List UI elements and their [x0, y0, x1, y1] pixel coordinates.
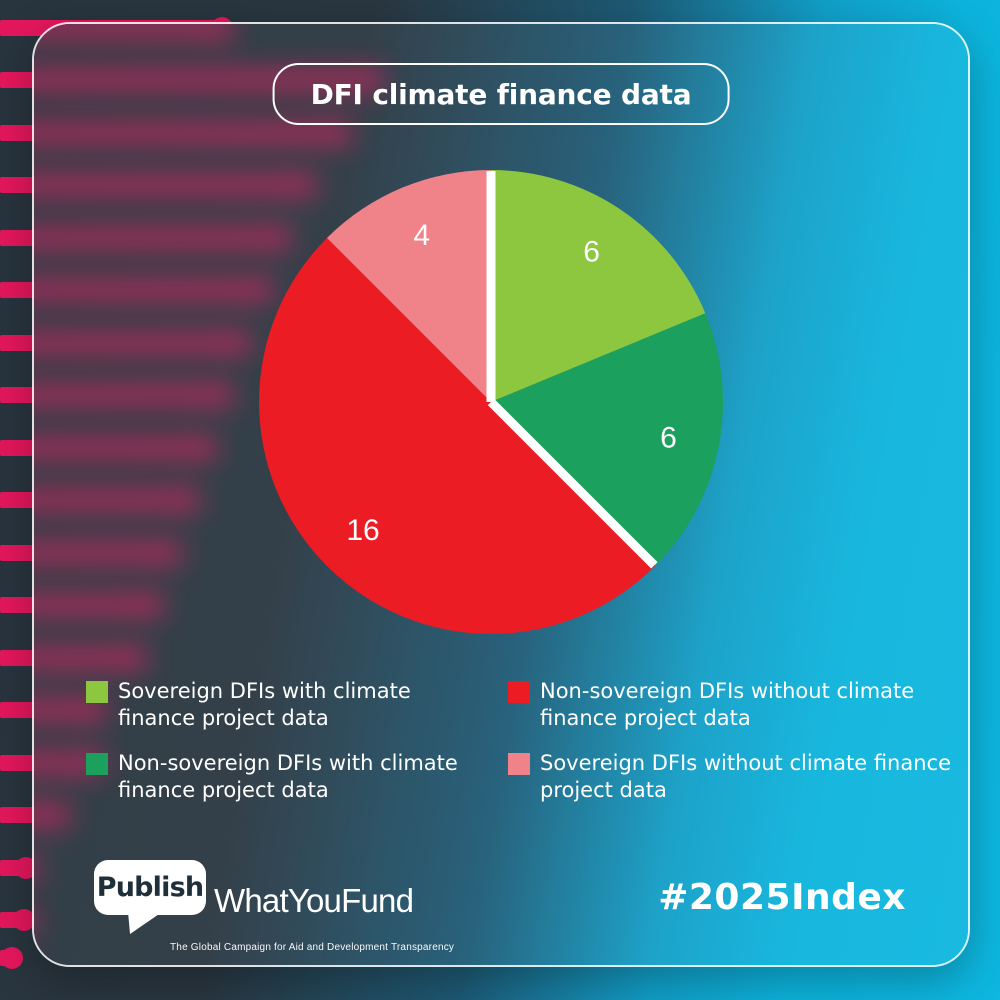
background-bar-dot [47, 804, 69, 826]
legend-item: Sovereign DFIs with climate finance proj… [86, 678, 508, 732]
background-bar [34, 650, 135, 666]
legend-swatch [86, 681, 108, 703]
background-bar [34, 282, 262, 298]
background-bar-dot [329, 122, 351, 144]
background-bar [34, 702, 95, 718]
logo-speech-bubble-tail [128, 912, 162, 934]
legend-label: Sovereign DFIs with climate finance proj… [118, 679, 411, 730]
page-title: DFI climate finance data [310, 77, 692, 111]
logo-tagline: The Global Campaign for Aid and Developm… [170, 942, 455, 953]
logo-name-text: WhatYouFund [214, 882, 414, 919]
background-bar-dot [211, 384, 233, 406]
glass-card: DFI climate finance data 6 6 16 4 Sovereign… [32, 22, 970, 967]
pie-slice [491, 170, 706, 402]
background-bar [34, 335, 240, 351]
background-bar-dot [251, 279, 273, 301]
background-bar [34, 545, 170, 561]
hashtag-text: #2025Index [658, 877, 906, 918]
background-bar [34, 387, 222, 403]
background-bar-dot [34, 857, 37, 879]
background-bar [34, 755, 92, 771]
background-bar-dot [34, 909, 35, 931]
background-bar [34, 24, 222, 36]
pie-value-label: 16 [346, 514, 379, 547]
legend-label: Non-sovereign DFIs with climate finance … [118, 751, 458, 802]
background-bar-dot [194, 437, 216, 459]
pie-value-label: 6 [660, 421, 677, 454]
background-bar-dot [294, 174, 316, 196]
legend-swatch [508, 681, 530, 703]
pie-chart: 6 6 16 4 [256, 167, 726, 637]
publish-what-you-fund-logo: Publish WhatYouFund The Global Campaign … [92, 858, 455, 965]
background-bar-dot [124, 647, 146, 669]
background-bar [34, 597, 152, 613]
slice-separator-line [487, 398, 658, 569]
legend-item: Sovereign DFIs without climate finance p… [508, 750, 952, 804]
legend-label: Sovereign DFIs without climate finance p… [540, 751, 951, 802]
pie-value-label: 6 [583, 236, 600, 269]
background-bar [34, 177, 305, 193]
background-bar [34, 440, 205, 456]
chart-legend: Sovereign DFIs with climate finance proj… [86, 678, 952, 804]
logo-speech-bubble: Publish [94, 860, 206, 915]
background-bar-dot [159, 542, 181, 564]
card-blurred-bars [34, 24, 968, 965]
background-bar-dot [84, 699, 106, 721]
legend-item: Non-sovereign DFIs without climate finan… [508, 678, 952, 732]
pie-slice [326, 170, 491, 402]
background-bar-dot [1, 947, 23, 969]
logo-bubble-text: Publish [96, 872, 204, 903]
background-bar-dot [269, 227, 291, 249]
legend-swatch [86, 753, 108, 775]
background-bar-dot [361, 69, 383, 91]
pie-value-label: 4 [413, 219, 430, 252]
background-bar-dot [13, 909, 35, 931]
background-bar [34, 492, 188, 508]
legend-label: Non-sovereign DFIs without climate finan… [540, 679, 915, 730]
background-bar-dot [229, 332, 251, 354]
background-bar [34, 125, 340, 141]
background-bar-dot [177, 489, 199, 511]
legend-swatch [508, 753, 530, 775]
background-bar-dot [141, 594, 163, 616]
pie-chart-svg: 6 6 16 4 [259, 170, 723, 634]
background-bar-dot [15, 857, 37, 879]
background-bar [34, 230, 280, 246]
background-bar-dot [211, 24, 233, 39]
pie-slice [259, 237, 656, 634]
pie-slice [491, 313, 723, 567]
title-pill: DFI climate finance data [272, 63, 730, 125]
legend-item: Non-sovereign DFIs with climate finance … [86, 750, 508, 804]
